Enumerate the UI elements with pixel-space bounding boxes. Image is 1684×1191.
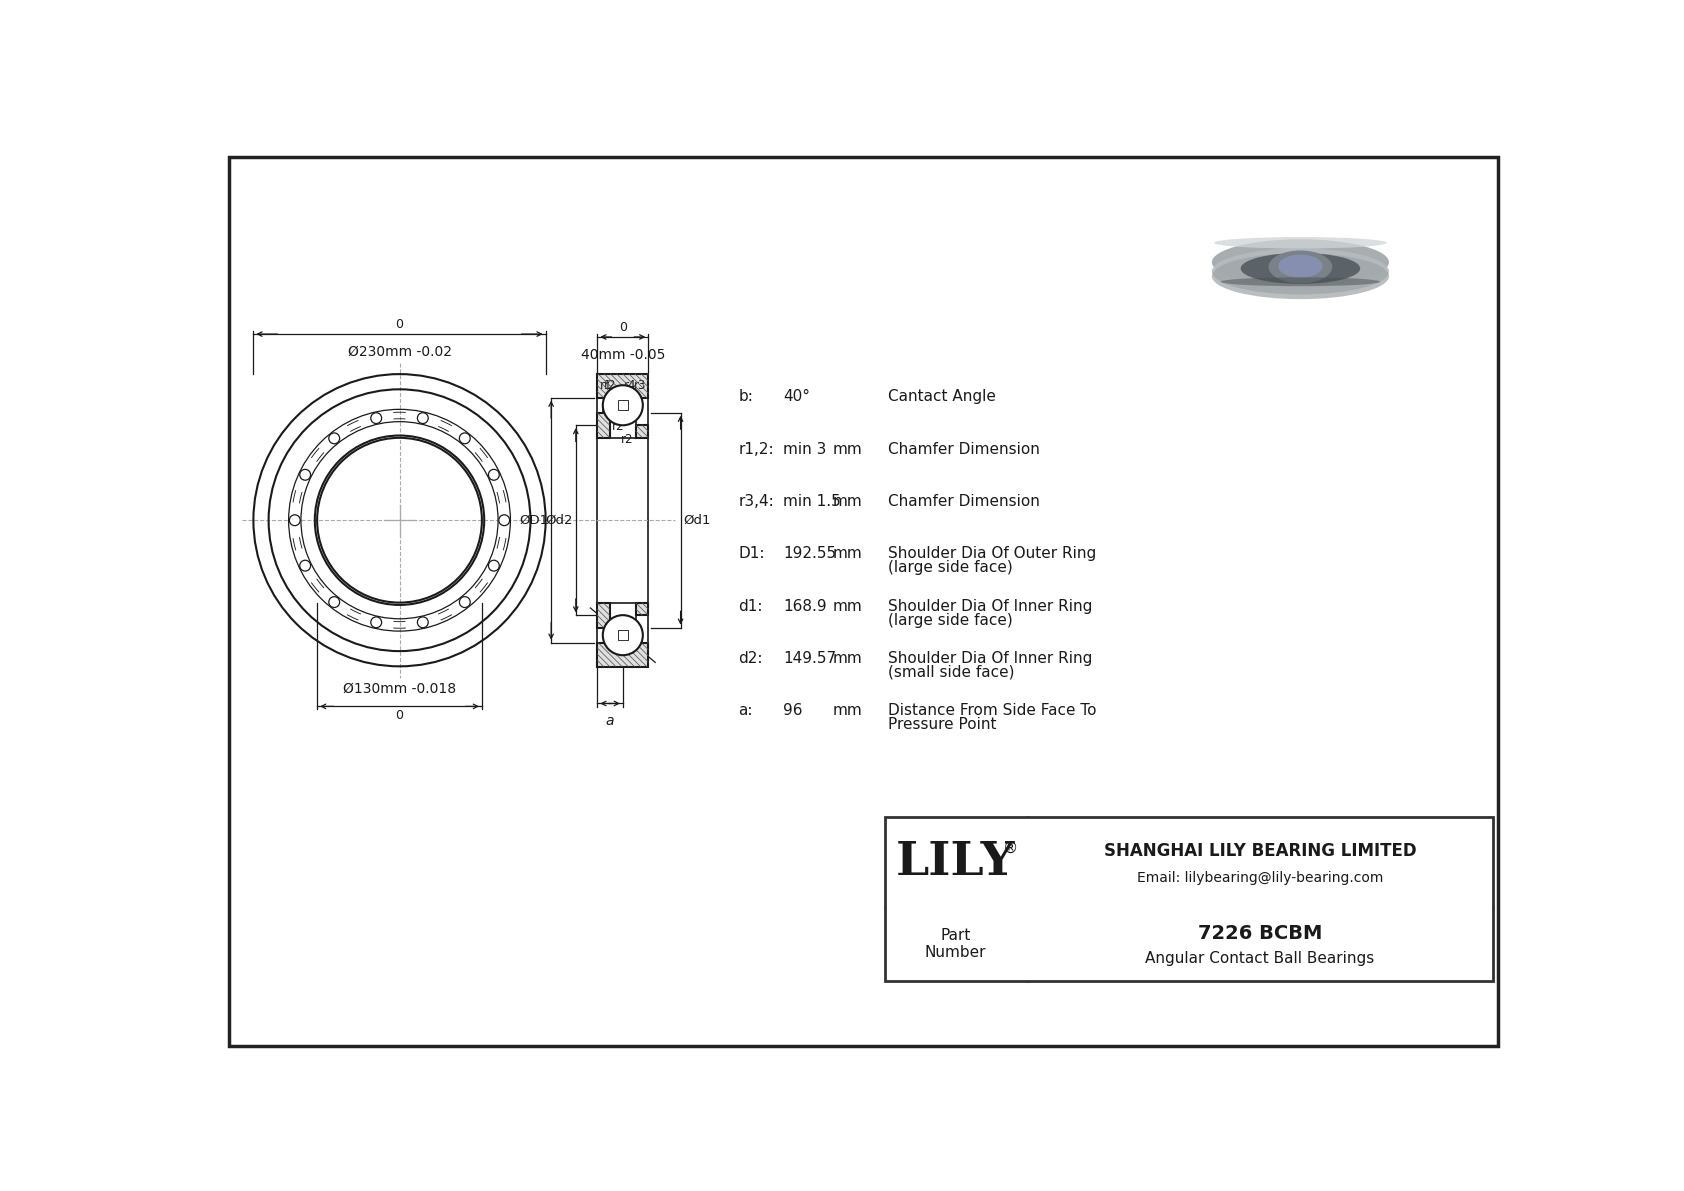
Text: 7226 BCBM: 7226 BCBM [1197,924,1322,942]
Text: Shoulder Dia Of Inner Ring: Shoulder Dia Of Inner Ring [889,651,1093,666]
Text: 40°: 40° [783,389,810,404]
Text: Ød1: Ød1 [684,513,711,526]
Ellipse shape [1241,252,1361,283]
Text: r2: r2 [605,379,616,392]
Text: r1: r1 [601,401,613,414]
Text: ØD1: ØD1 [519,513,547,526]
Text: b:: b: [738,389,753,404]
Ellipse shape [1212,239,1389,286]
Text: 149.57: 149.57 [783,651,835,666]
Text: 96: 96 [783,704,803,718]
Text: ®: ® [1002,841,1017,856]
Text: mm: mm [832,651,862,666]
Circle shape [603,616,643,655]
Text: (large side face): (large side face) [889,560,1014,575]
Circle shape [498,515,510,525]
Circle shape [488,469,498,480]
Ellipse shape [1212,254,1389,299]
Text: Ød2: Ød2 [546,513,573,526]
Circle shape [460,432,470,444]
Bar [598,603,610,628]
Text: Angular Contact Ball Bearings: Angular Contact Ball Bearings [1145,952,1374,966]
Circle shape [418,413,428,424]
Ellipse shape [1212,249,1389,294]
Text: 40mm -0.05: 40mm -0.05 [581,348,665,362]
Text: D1:: D1: [738,547,765,561]
Circle shape [328,597,340,607]
Text: r1,2:: r1,2: [738,442,775,456]
Text: r4: r4 [625,379,637,392]
Ellipse shape [1214,237,1386,249]
Text: min 3: min 3 [783,442,827,456]
Circle shape [460,597,470,607]
Bar [618,400,628,410]
Circle shape [488,560,498,570]
Circle shape [603,385,643,425]
Text: r1: r1 [632,401,645,414]
Text: r2: r2 [621,432,633,445]
Text: 168.9: 168.9 [783,599,827,613]
Ellipse shape [1221,278,1381,286]
Ellipse shape [1268,250,1332,283]
Text: mm: mm [832,442,862,456]
Text: r1: r1 [600,379,613,392]
Text: d1:: d1: [738,599,763,613]
Text: Chamfer Dimension: Chamfer Dimension [889,494,1041,509]
Text: Email: lilybearing@lily-bearing.com: Email: lilybearing@lily-bearing.com [1137,872,1383,885]
Text: min 1.5: min 1.5 [783,494,840,509]
Text: a:: a: [738,704,753,718]
Text: b: b [611,641,620,654]
Text: d2:: d2: [738,651,763,666]
Bar [637,603,648,616]
Circle shape [370,617,382,628]
Text: Shoulder Dia Of Outer Ring: Shoulder Dia Of Outer Ring [889,547,1096,561]
Bar [598,374,648,398]
Bar [598,413,610,437]
Text: Cantact Angle: Cantact Angle [889,389,997,404]
Text: r3: r3 [633,379,647,392]
Text: Part
Number: Part Number [925,928,987,960]
Text: LILY: LILY [896,840,1015,885]
Text: a: a [606,715,615,728]
Ellipse shape [1278,255,1322,278]
Text: mm: mm [832,599,862,613]
Text: Pressure Point: Pressure Point [889,717,997,732]
Text: SHANGHAI LILY BEARING LIMITED: SHANGHAI LILY BEARING LIMITED [1103,842,1416,860]
Text: 0: 0 [396,710,404,723]
Text: 0: 0 [396,318,404,331]
Text: (large side face): (large side face) [889,612,1014,628]
Bar [598,643,648,667]
Bar [884,817,1494,980]
Text: mm: mm [832,494,862,509]
Text: Ø130mm -0.018: Ø130mm -0.018 [344,681,456,696]
Text: Ø230mm -0.02: Ø230mm -0.02 [347,345,451,358]
Circle shape [290,515,300,525]
Bar [637,425,648,437]
Text: 192.55: 192.55 [783,547,835,561]
Circle shape [328,432,340,444]
Text: Chamfer Dimension: Chamfer Dimension [889,442,1041,456]
Bar [618,630,628,641]
Text: r3,4:: r3,4: [738,494,775,509]
Text: mm: mm [832,704,862,718]
Text: Distance From Side Face To: Distance From Side Face To [889,704,1096,718]
Text: (small side face): (small side face) [889,665,1015,680]
Circle shape [300,560,310,570]
Text: Shoulder Dia Of Inner Ring: Shoulder Dia Of Inner Ring [889,599,1093,613]
Circle shape [418,617,428,628]
Circle shape [300,469,310,480]
Text: 0: 0 [618,320,626,333]
Text: mm: mm [832,547,862,561]
Text: r2: r2 [611,420,625,434]
Circle shape [370,413,382,424]
